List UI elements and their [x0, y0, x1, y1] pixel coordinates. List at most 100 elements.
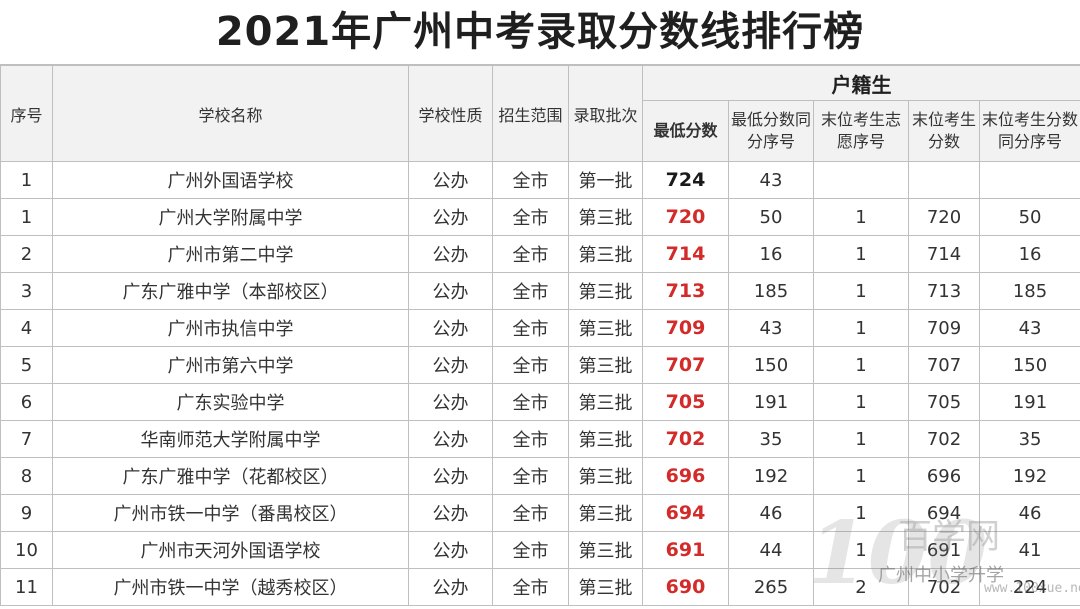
cell-last-score-rank: 46	[978, 494, 1080, 532]
cell-min-score: 690	[642, 568, 729, 606]
cell-last-score-rank: 35	[978, 420, 1080, 458]
cell-last-score-rank: 50	[978, 198, 1080, 236]
cell-admission-batch: 第三批	[568, 198, 643, 236]
cell-min-score: 720	[642, 198, 729, 236]
cell-enrollment-scope: 全市	[492, 198, 569, 236]
cell-admission-batch: 第三批	[568, 383, 643, 421]
cell-last-score-rank: 192	[978, 457, 1080, 495]
cell-enrollment-scope: 全市	[492, 457, 569, 495]
cell-last-score-rank	[978, 161, 1080, 199]
cell-min-score-rank: 50	[728, 198, 814, 236]
cell-enrollment-scope: 全市	[492, 161, 569, 199]
cell-admission-batch: 第三批	[568, 457, 643, 495]
cell-index: 4	[0, 309, 53, 347]
cell-last-wish: 1	[813, 346, 909, 384]
cell-min-score: 724	[642, 161, 729, 199]
cell-index: 1	[0, 161, 53, 199]
cell-last-score-rank: 224	[978, 568, 1080, 606]
cell-last-score-rank: 191	[978, 383, 1080, 421]
cell-enrollment-scope: 全市	[492, 309, 569, 347]
cell-last-score: 714	[908, 235, 980, 273]
cell-index: 3	[0, 272, 53, 310]
cell-last-wish: 1	[813, 309, 909, 347]
cell-min-score: 696	[642, 457, 729, 495]
cell-last-wish: 1	[813, 494, 909, 532]
header-min-score-rank: 最低分数同分序号	[728, 100, 814, 162]
cell-index: 10	[0, 531, 53, 569]
cell-last-score: 705	[908, 383, 980, 421]
cell-admission-batch: 第三批	[568, 346, 643, 384]
cell-school-nature: 公办	[408, 457, 493, 495]
cell-school-name: 广东实验中学	[52, 383, 409, 421]
cell-last-score-rank: 16	[978, 235, 1080, 273]
cell-school-name: 广州外国语学校	[52, 161, 409, 199]
cell-min-score: 713	[642, 272, 729, 310]
header-last-score: 末位考生分数	[908, 100, 980, 162]
cell-last-wish: 1	[813, 198, 909, 236]
header-enrollment-scope: 招生范围	[492, 65, 569, 162]
table-row: 4 广州市执信中学 公办 全市 第三批 709 43 1 709 43	[0, 309, 1080, 347]
table-row: 10 广州市天河外国语学校 公办 全市 第三批 691 44 1 691 41	[0, 531, 1080, 569]
cell-school-name: 广州市第六中学	[52, 346, 409, 384]
cell-school-nature: 公办	[408, 161, 493, 199]
header-school-name: 学校名称	[52, 65, 409, 162]
cell-min-score-rank: 265	[728, 568, 814, 606]
cell-enrollment-scope: 全市	[492, 494, 569, 532]
table-row: 7 华南师范大学附属中学 公办 全市 第三批 702 35 1 702 35	[0, 420, 1080, 458]
cell-min-score-rank: 35	[728, 420, 814, 458]
cell-school-nature: 公办	[408, 198, 493, 236]
header-min-score: 最低分数	[642, 100, 729, 162]
cell-min-score: 709	[642, 309, 729, 347]
table-row: 5 广州市第六中学 公办 全市 第三批 707 150 1 707 150	[0, 346, 1080, 384]
cell-index: 8	[0, 457, 53, 495]
header-group-registered: 户籍生	[641, 65, 1080, 101]
cell-school-name: 广州大学附属中学	[52, 198, 409, 236]
cell-index: 11	[0, 568, 53, 606]
cell-admission-batch: 第三批	[568, 568, 643, 606]
cell-enrollment-scope: 全市	[492, 272, 569, 310]
cell-school-name: 广州市铁一中学（越秀校区）	[52, 568, 409, 606]
table-row: 9 广州市铁一中学（番禺校区） 公办 全市 第三批 694 46 1 694 46	[0, 494, 1080, 532]
cell-school-name: 广州市执信中学	[52, 309, 409, 347]
cell-last-wish: 1	[813, 457, 909, 495]
cell-last-score-rank: 43	[978, 309, 1080, 347]
cell-index: 1	[0, 198, 53, 236]
cell-last-score	[908, 161, 980, 199]
cell-school-nature: 公办	[408, 272, 493, 310]
cell-min-score: 714	[642, 235, 729, 273]
table-row: 1 广州外国语学校 公办 全市 第一批 724 43	[0, 161, 1080, 199]
header-school-nature: 学校性质	[408, 65, 493, 162]
cell-last-score-rank: 150	[978, 346, 1080, 384]
cell-min-score: 705	[642, 383, 729, 421]
cell-last-score: 707	[908, 346, 980, 384]
cell-enrollment-scope: 全市	[492, 568, 569, 606]
cell-school-nature: 公办	[408, 531, 493, 569]
ranking-table: 序号 学校名称 学校性质 招生范围 录取批次 户籍生 最低分数 最低分数同分序号…	[0, 65, 1080, 606]
cell-last-wish: 1	[813, 420, 909, 458]
cell-admission-batch: 第三批	[568, 309, 643, 347]
cell-enrollment-scope: 全市	[492, 531, 569, 569]
cell-school-nature: 公办	[408, 494, 493, 532]
cell-enrollment-scope: 全市	[492, 383, 569, 421]
cell-enrollment-scope: 全市	[492, 235, 569, 273]
cell-admission-batch: 第三批	[568, 235, 643, 273]
cell-last-score: 713	[908, 272, 980, 310]
cell-admission-batch: 第三批	[568, 272, 643, 310]
cell-school-name: 华南师范大学附属中学	[52, 420, 409, 458]
cell-last-wish: 1	[813, 272, 909, 310]
cell-admission-batch: 第三批	[568, 531, 643, 569]
cell-enrollment-scope: 全市	[492, 346, 569, 384]
cell-school-name: 广州市第二中学	[52, 235, 409, 273]
cell-min-score-rank: 150	[728, 346, 814, 384]
cell-enrollment-scope: 全市	[492, 420, 569, 458]
cell-last-score: 720	[908, 198, 980, 236]
cell-min-score: 702	[642, 420, 729, 458]
cell-school-name: 广州市铁一中学（番禺校区）	[52, 494, 409, 532]
cell-last-wish: 2	[813, 568, 909, 606]
cell-school-name: 广东广雅中学（本部校区）	[52, 272, 409, 310]
cell-min-score: 707	[642, 346, 729, 384]
cell-last-wish: 1	[813, 235, 909, 273]
cell-last-score: 691	[908, 531, 980, 569]
table-row: 2 广州市第二中学 公办 全市 第三批 714 16 1 714 16	[0, 235, 1080, 273]
table-row: 6 广东实验中学 公办 全市 第三批 705 191 1 705 191	[0, 383, 1080, 421]
